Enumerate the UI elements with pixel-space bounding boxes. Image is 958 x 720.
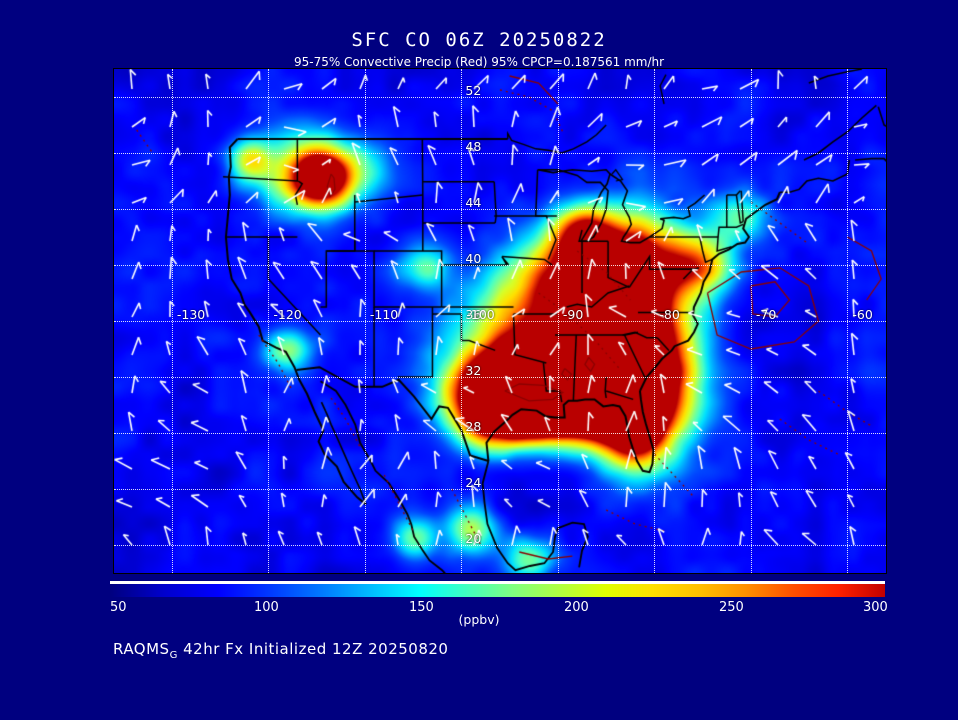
colorbar-top-rule bbox=[110, 581, 885, 584]
colorbar-tick: 50 bbox=[110, 600, 127, 615]
latitude-label: 44 bbox=[465, 195, 482, 210]
page-subtitle: 95-75% Convective Precip (Red) 95% CPCP=… bbox=[293, 55, 665, 69]
latitude-label: 36 bbox=[465, 307, 482, 322]
longitude-label: -100 bbox=[466, 307, 495, 322]
colorbar-unit-label: (ppbv) bbox=[458, 612, 500, 627]
longitude-label: -90 bbox=[562, 307, 584, 322]
footer-caption: RAQMSG 42hr Fx Initialized 12Z 20250820 bbox=[113, 640, 448, 661]
longitude-label: -120 bbox=[273, 307, 302, 322]
colorbar-tick: 200 bbox=[564, 600, 589, 615]
latitude-label: 52 bbox=[465, 83, 482, 98]
colorbar bbox=[110, 581, 885, 597]
model-subscript: G bbox=[169, 650, 178, 661]
map-plot-area: 52 48 44 40 36 32 28 24 20 -130 -120 -110 -100 -90 -80… bbox=[113, 68, 887, 574]
footer-text: 42hr Fx Initialized 12Z 20250820 bbox=[177, 640, 449, 658]
longitude-label: -80 bbox=[659, 307, 680, 322]
longitude-label: -70 bbox=[755, 307, 777, 322]
latitude-label: 24 bbox=[465, 475, 482, 490]
colorbar-tick: 100 bbox=[254, 600, 279, 615]
page-title: SFC CO 06Z 20250822 bbox=[351, 29, 607, 51]
longitude-label: -130 bbox=[176, 307, 206, 322]
colorbar-tick: 300 bbox=[863, 600, 888, 615]
colorbar-tick: 150 bbox=[409, 600, 434, 615]
colorbar-gradient bbox=[110, 584, 885, 597]
latitude-label: 32 bbox=[465, 363, 482, 378]
latitude-label: 28 bbox=[465, 419, 482, 434]
latitude-label: 40 bbox=[465, 251, 482, 266]
longitude-label: -60 bbox=[852, 307, 873, 322]
latitude-label: 20 bbox=[465, 531, 482, 546]
longitude-label: -110 bbox=[369, 307, 399, 322]
latitude-label: 48 bbox=[465, 139, 482, 154]
colorbar-tick: 250 bbox=[719, 600, 744, 615]
model-name: RAQMS bbox=[113, 640, 170, 658]
